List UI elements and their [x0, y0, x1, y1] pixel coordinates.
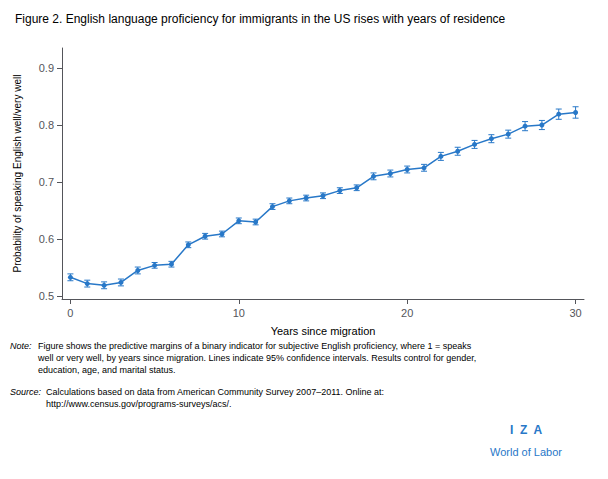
svg-text:Figure 2. English language pro: Figure 2. English language proficiency f…	[15, 12, 506, 26]
svg-text:0.9: 0.9	[39, 62, 54, 74]
svg-text:10: 10	[233, 307, 245, 319]
svg-text:Probability of speaking Englis: Probability of speaking English well/ver…	[12, 75, 23, 273]
svg-text:0.8: 0.8	[39, 119, 54, 131]
svg-text:30: 30	[569, 307, 581, 319]
svg-text:well or very well, by years si: well or very well, by years since migrat…	[37, 353, 476, 363]
svg-text:Years since migration: Years since migration	[271, 325, 376, 337]
svg-text:Figure shows the predictive ma: Figure shows the predictive margins of a…	[38, 341, 472, 351]
svg-text:Calculations based on data fro: Calculations based on data from American…	[46, 387, 384, 397]
svg-text:0.7: 0.7	[39, 176, 54, 188]
svg-text:0.5: 0.5	[39, 290, 54, 302]
svg-text:0.6: 0.6	[39, 233, 54, 245]
svg-text:20: 20	[401, 307, 413, 319]
svg-text:http://www.census.gov/programs: http://www.census.gov/programs-surveys/a…	[46, 399, 232, 409]
svg-text:Source:: Source:	[10, 387, 42, 397]
svg-text:education, age, and marital st: education, age, and marital status.	[38, 365, 176, 375]
svg-text:0: 0	[67, 307, 73, 319]
svg-text:World of Labor: World of Labor	[490, 446, 562, 458]
svg-text:I Z A: I Z A	[510, 423, 543, 437]
svg-text:Note:: Note:	[10, 341, 32, 351]
